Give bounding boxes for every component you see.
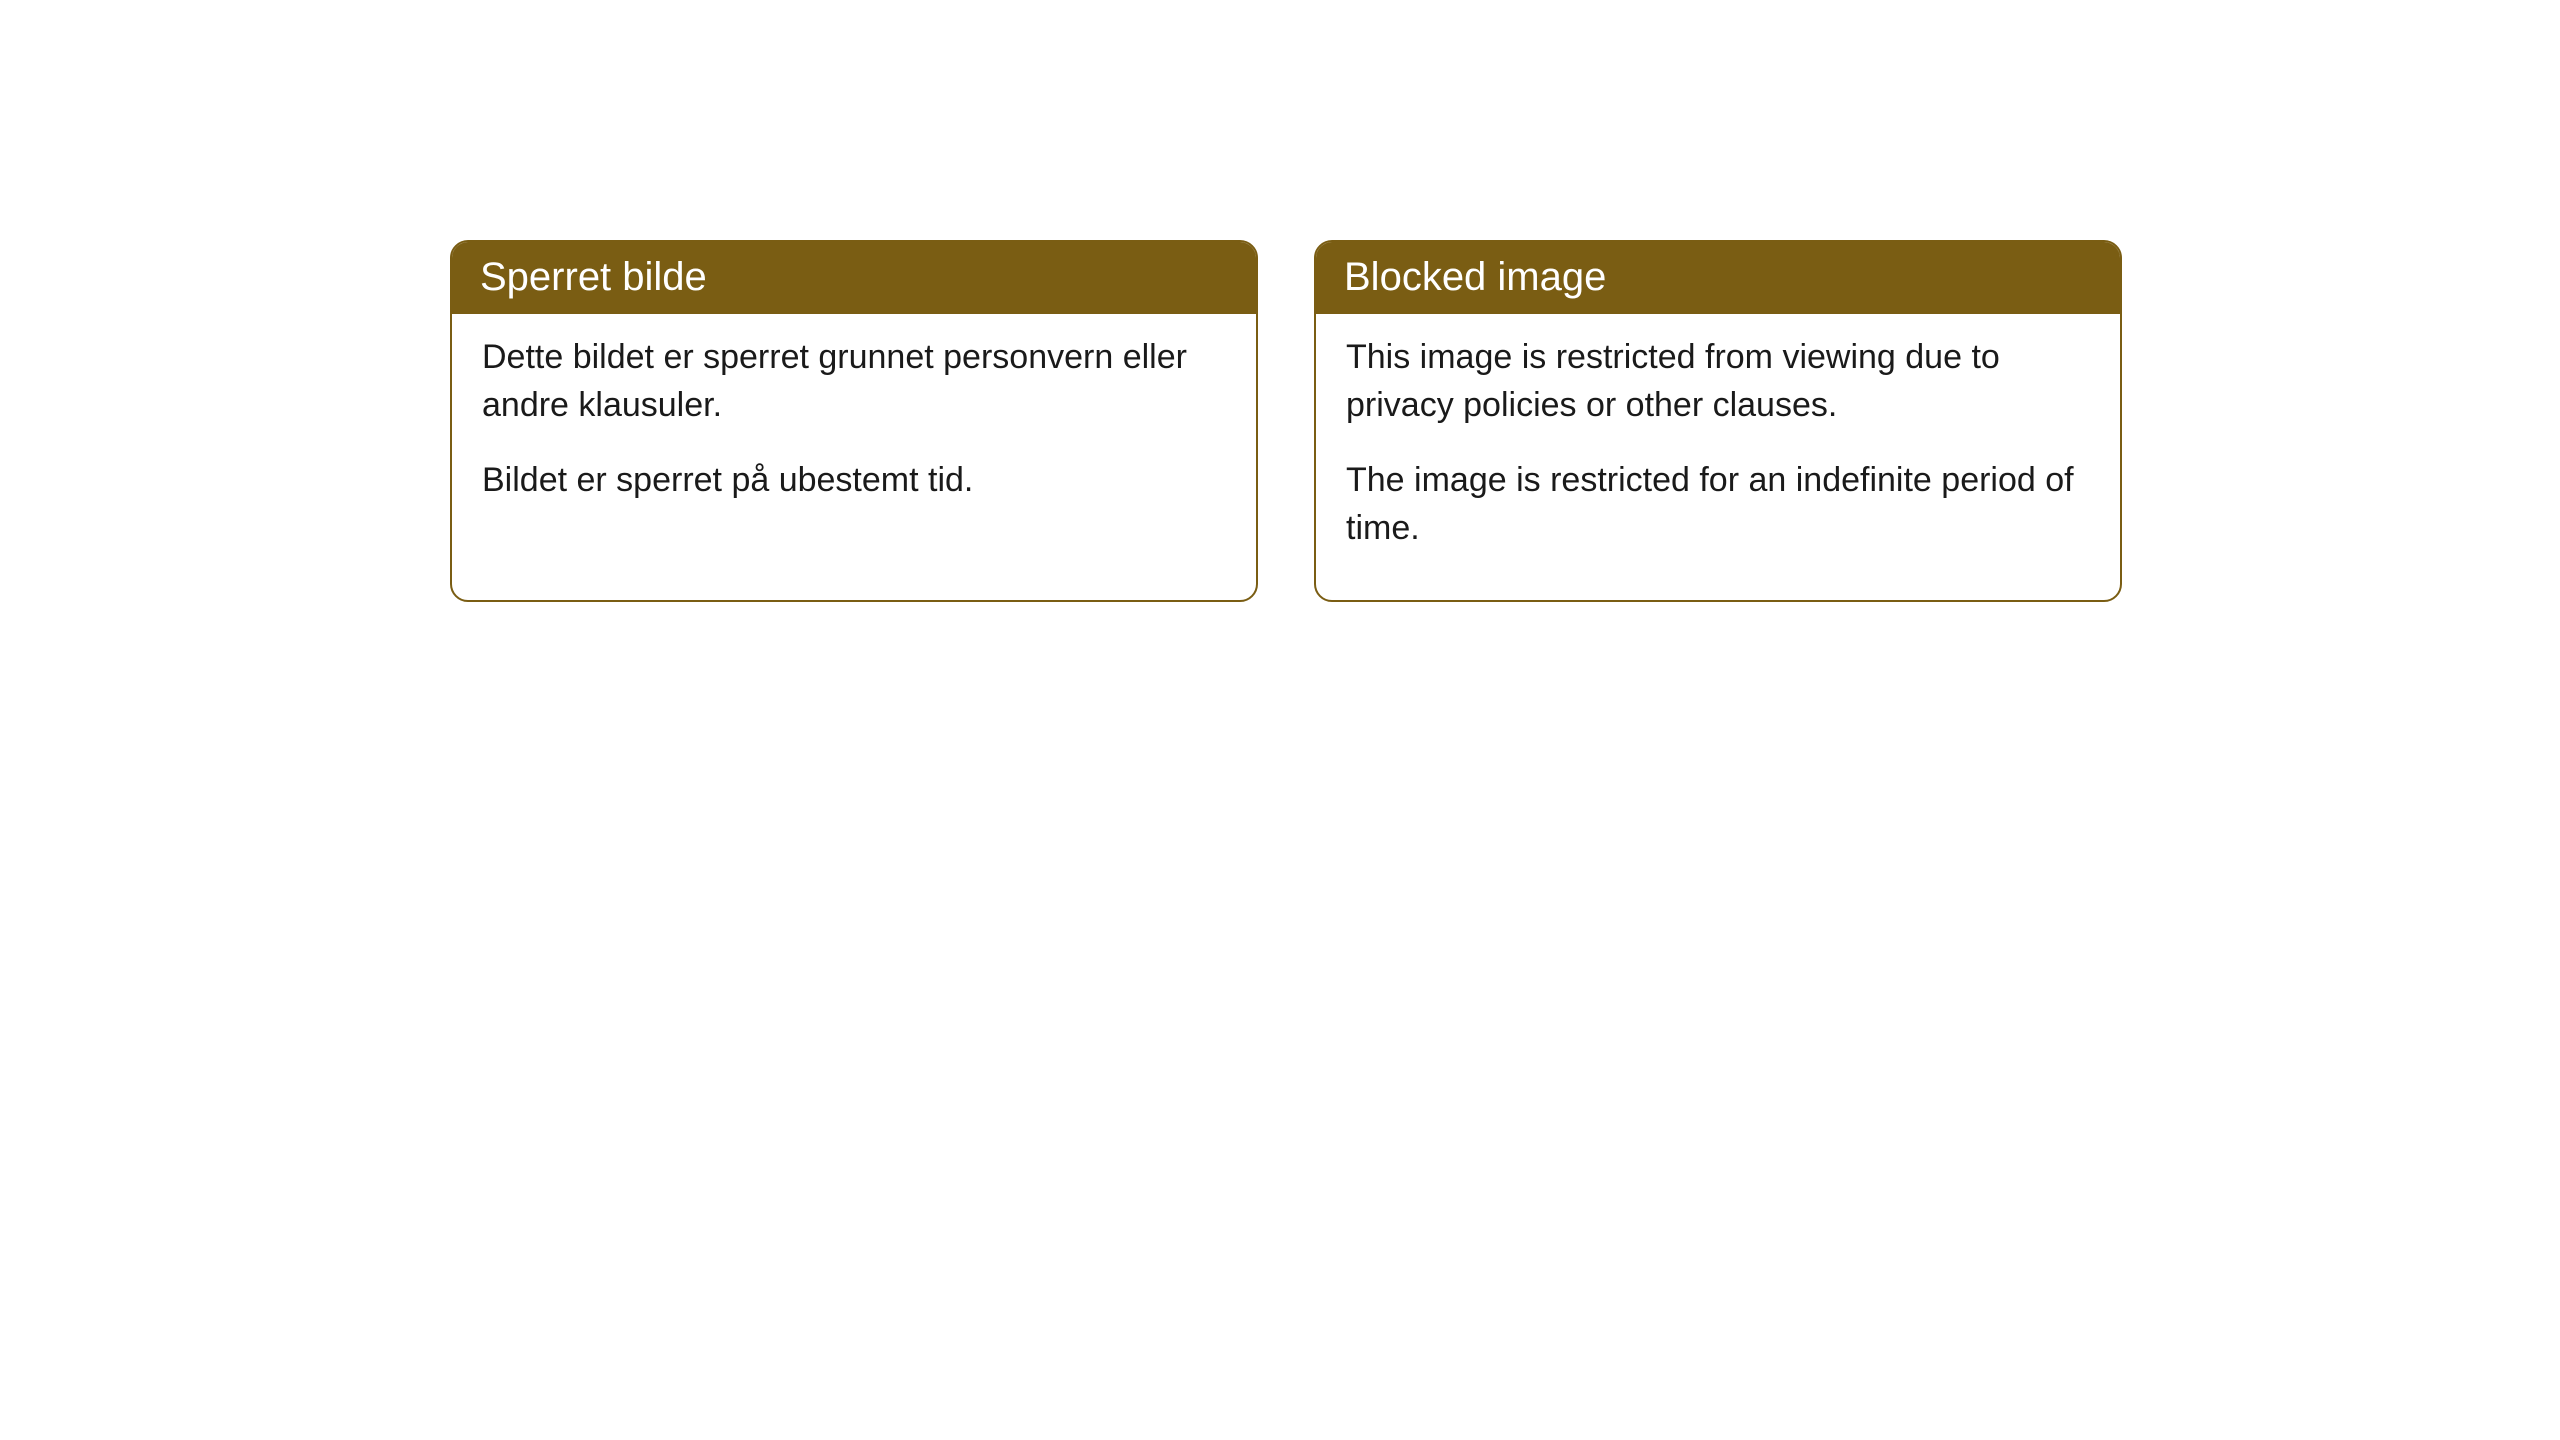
notice-cards-container: Sperret bilde Dette bildet er sperret gr… (450, 240, 2122, 602)
card-body: This image is restricted from viewing du… (1316, 314, 2120, 600)
card-body: Dette bildet er sperret grunnet personve… (452, 314, 1256, 553)
card-text-line: This image is restricted from viewing du… (1346, 334, 2090, 429)
card-text-line: Bildet er sperret på ubestemt tid. (482, 457, 1226, 505)
card-header: Sperret bilde (452, 242, 1256, 314)
card-text-line: The image is restricted for an indefinit… (1346, 457, 2090, 552)
notice-card-norwegian: Sperret bilde Dette bildet er sperret gr… (450, 240, 1258, 602)
card-text-line: Dette bildet er sperret grunnet personve… (482, 334, 1226, 429)
card-header: Blocked image (1316, 242, 2120, 314)
notice-card-english: Blocked image This image is restricted f… (1314, 240, 2122, 602)
